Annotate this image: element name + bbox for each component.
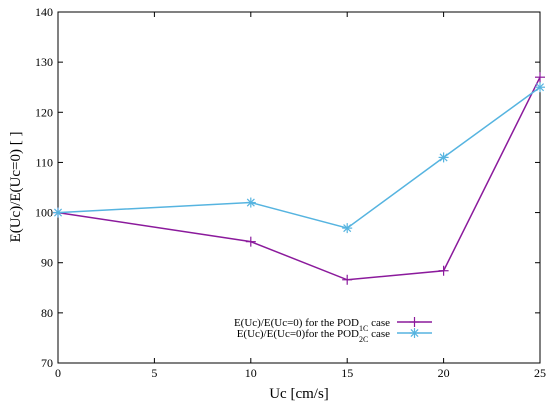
x-tick-label: 15 [341,366,353,380]
y-tick-label: 100 [35,206,53,220]
series-1-line [57,76,541,281]
series-2-point [53,207,63,218]
series-2-point [342,223,353,234]
legend: E(Uc)/E(Uc=0) for the POD1C caseE(Uc)/E(… [234,317,432,344]
y-tick-label: 80 [41,306,53,320]
y-tick-label: 90 [41,256,53,270]
x-tick-label: 20 [438,366,450,380]
legend-marker-series-1 [409,317,420,327]
legend-label-series-1: E(Uc)/E(Uc=0) for the POD1C case [234,317,390,333]
series-1-point [245,236,256,247]
x-tick-label: 25 [534,366,546,380]
y-tick-label: 130 [35,55,53,69]
series-1-point [342,274,353,285]
series-2-line [57,86,541,229]
x-tick-label: 0 [55,366,61,380]
series-1-point [535,72,545,83]
series-2-point [245,197,256,208]
x-tick-label: 10 [245,366,257,380]
y-tick-label: 120 [35,105,53,119]
y-axis-title: E(Uc)/E(Uc=0) [ ] [8,132,24,243]
series-1-point [438,265,449,276]
y-tick-label: 70 [41,356,53,370]
y-tick-label: 140 [35,5,53,19]
x-axis-title: Uc [cm/s] [269,386,329,402]
x-tick-label: 5 [151,366,157,380]
ticks-layer: 0 5 10 15 20 25 70 80 90 100 110 120 130 140 [35,5,546,380]
y-tick-label: 110 [35,155,53,169]
legend-marker-series-2 [409,328,420,338]
series-layer [53,72,545,285]
plot-frame [57,11,541,364]
series-2-point [438,152,449,163]
series-2-point [535,82,545,93]
legend-label-series-2: E(Uc)/E(Uc=0)for the POD2C case [237,328,390,344]
